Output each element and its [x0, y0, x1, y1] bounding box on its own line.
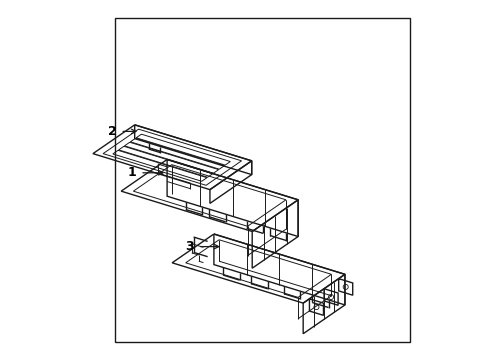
Bar	[115, 18, 409, 342]
Text: 1: 1	[127, 166, 136, 179]
Text: 3: 3	[185, 240, 194, 253]
Text: 2: 2	[108, 125, 117, 138]
